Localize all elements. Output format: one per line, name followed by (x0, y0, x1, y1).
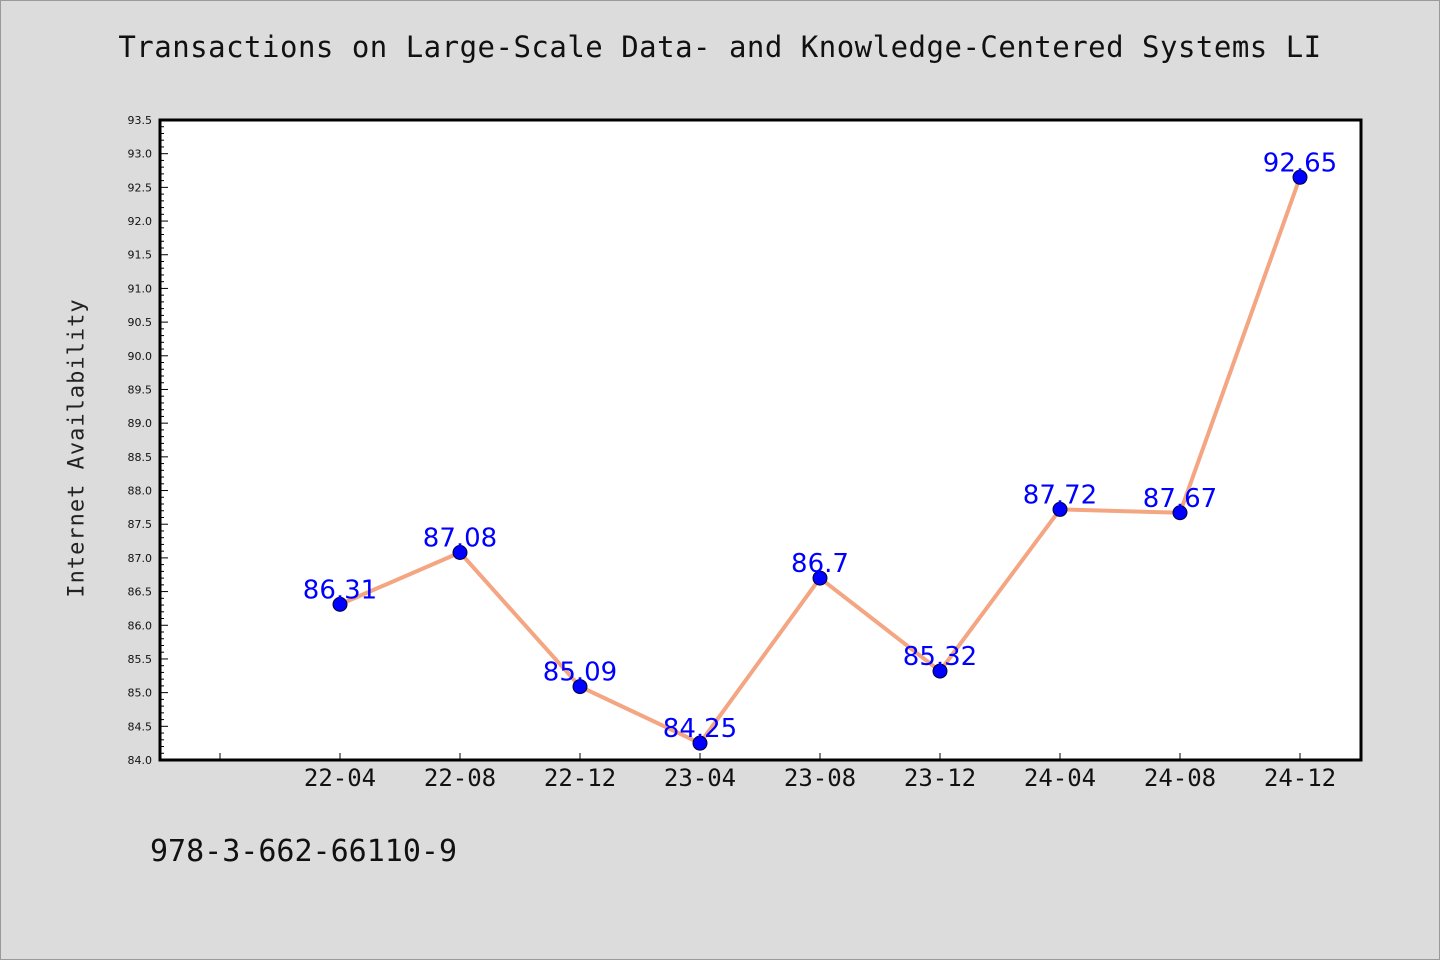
series-layer (332, 169, 1308, 751)
data-point (332, 596, 348, 612)
x-tick-label: 22-04 (304, 764, 376, 792)
y-tick-label: 92.0 (128, 215, 153, 228)
data-label: 92.65 (1263, 148, 1337, 178)
data-point (812, 570, 828, 586)
plot-border (158, 118, 1363, 762)
y-tick-label: 87.5 (128, 518, 153, 531)
y-tick-label: 88.0 (128, 485, 153, 498)
y-tick-label: 89.0 (128, 417, 153, 430)
data-point (572, 679, 588, 695)
y-tick-label: 85.0 (128, 687, 153, 700)
data-label: 85.09 (543, 658, 617, 688)
y-tick-label: 91.0 (128, 282, 153, 295)
y-tick-label: 92.5 (128, 181, 153, 194)
y-tick-label: 85.5 (128, 653, 153, 666)
y-tick-label: 89.5 (128, 383, 153, 396)
y-tick-label: 93.0 (128, 148, 153, 161)
x-tick-label: 24-04 (1024, 764, 1096, 792)
x-tick-label: 24-08 (1144, 764, 1216, 792)
data-label: 87.08 (423, 524, 497, 554)
y-tick-label: 90.0 (128, 350, 153, 363)
x-tick-label: 23-08 (784, 764, 856, 792)
data-point (1292, 169, 1308, 185)
data-point (452, 545, 468, 561)
plot-area (160, 120, 1361, 760)
y-tick-label: 84.0 (128, 754, 153, 767)
x-tick-label: 22-12 (544, 764, 616, 792)
data-label: 85.32 (903, 642, 977, 672)
x-tick-label: 23-04 (664, 764, 736, 792)
y-tick-label: 91.5 (128, 249, 153, 262)
y-tick-label: 86.5 (128, 586, 153, 599)
y-axis: 84.0 84.5 85.0 85.5 86.0 86.5 87.0 87.5 88.0 88.5… (128, 114, 168, 767)
x-tick-label: 23-12 (904, 764, 976, 792)
y-tick-label: 84.5 (128, 720, 153, 733)
data-label: 84.25 (663, 714, 737, 744)
data-label: 86.31 (303, 575, 377, 605)
x-tick-label: 24-12 (1264, 764, 1336, 792)
y-tick-label: 86.0 (128, 619, 153, 632)
y-tick-label: 88.5 (128, 451, 153, 464)
data-label: 87.72 (1023, 480, 1097, 510)
data-point (1052, 501, 1068, 517)
y-tick-label: 93.5 (128, 114, 153, 127)
chart-title: Transactions on Large-Scale Data- and Kn… (118, 30, 1322, 64)
data-label: 87.67 (1143, 484, 1217, 514)
data-label: 86.7 (791, 549, 849, 579)
isbn-footnote: 978-3-662-66110-9 (150, 834, 458, 869)
data-label-layer: 86.31 87.08 85.09 84.25 86.7 85.32 87.72 87.67 9… (303, 148, 1337, 744)
data-point (1172, 505, 1188, 521)
y-tick-label: 90.5 (128, 316, 153, 329)
x-tick-label: 22-08 (424, 764, 496, 792)
y-tick-label: 87.0 (128, 552, 153, 565)
data-point (692, 735, 708, 751)
data-point (932, 663, 948, 679)
